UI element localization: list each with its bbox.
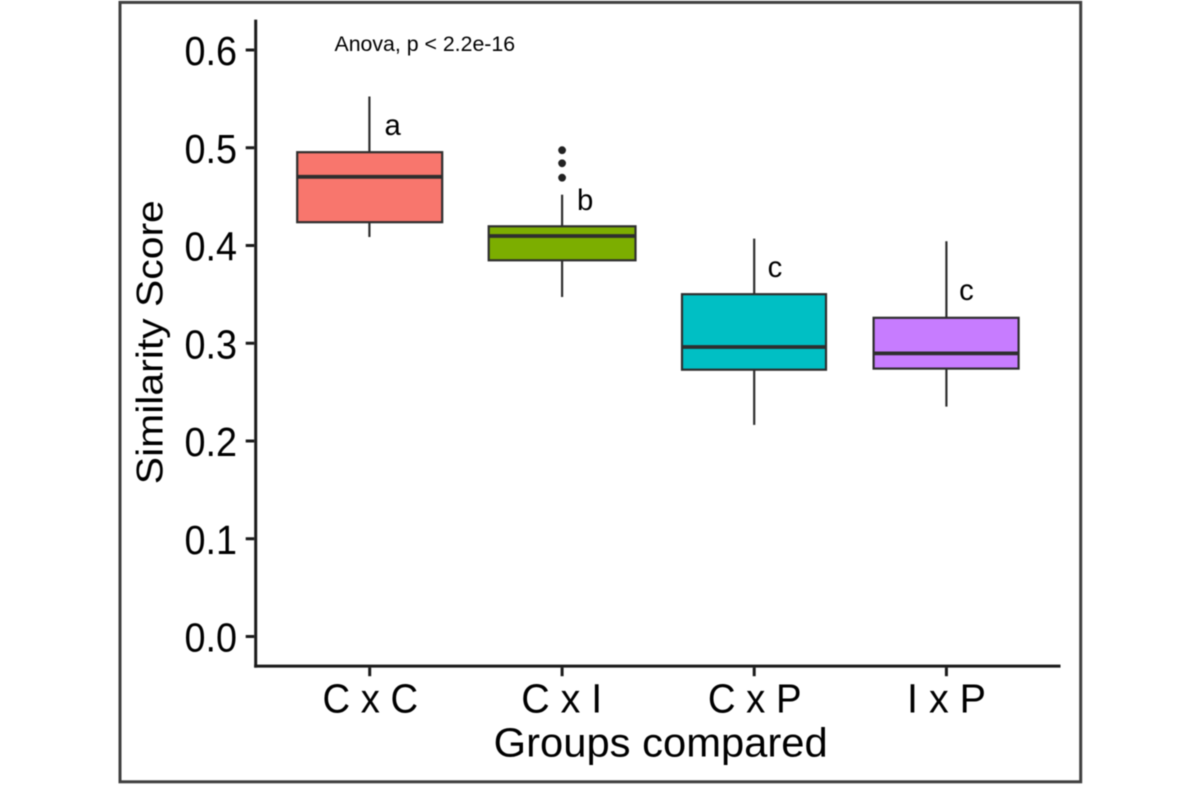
svg-text:0.5: 0.5 bbox=[185, 126, 238, 172]
svg-text:Similarity Score: Similarity Score bbox=[130, 200, 171, 484]
svg-text:0.3: 0.3 bbox=[185, 321, 238, 367]
svg-text:0.0: 0.0 bbox=[185, 615, 238, 661]
svg-text:0.1: 0.1 bbox=[185, 517, 238, 563]
svg-text:C x P: C x P bbox=[708, 676, 802, 722]
svg-text:Groups compared: Groups compared bbox=[494, 719, 828, 765]
svg-text:C x I: C x I bbox=[521, 676, 602, 722]
svg-text:C x C: C x C bbox=[323, 676, 419, 722]
svg-text:Anova, p < 2.2e-16: Anova, p < 2.2e-16 bbox=[335, 32, 516, 56]
svg-text:0.2: 0.2 bbox=[185, 419, 238, 465]
svg-text:a: a bbox=[384, 109, 401, 142]
svg-text:c: c bbox=[768, 251, 783, 284]
svg-text:b: b bbox=[577, 184, 593, 217]
svg-text:0.4: 0.4 bbox=[185, 224, 238, 270]
svg-text:c: c bbox=[959, 274, 974, 307]
svg-text:I x P: I x P bbox=[907, 676, 986, 722]
svg-text:0.6: 0.6 bbox=[185, 28, 238, 74]
